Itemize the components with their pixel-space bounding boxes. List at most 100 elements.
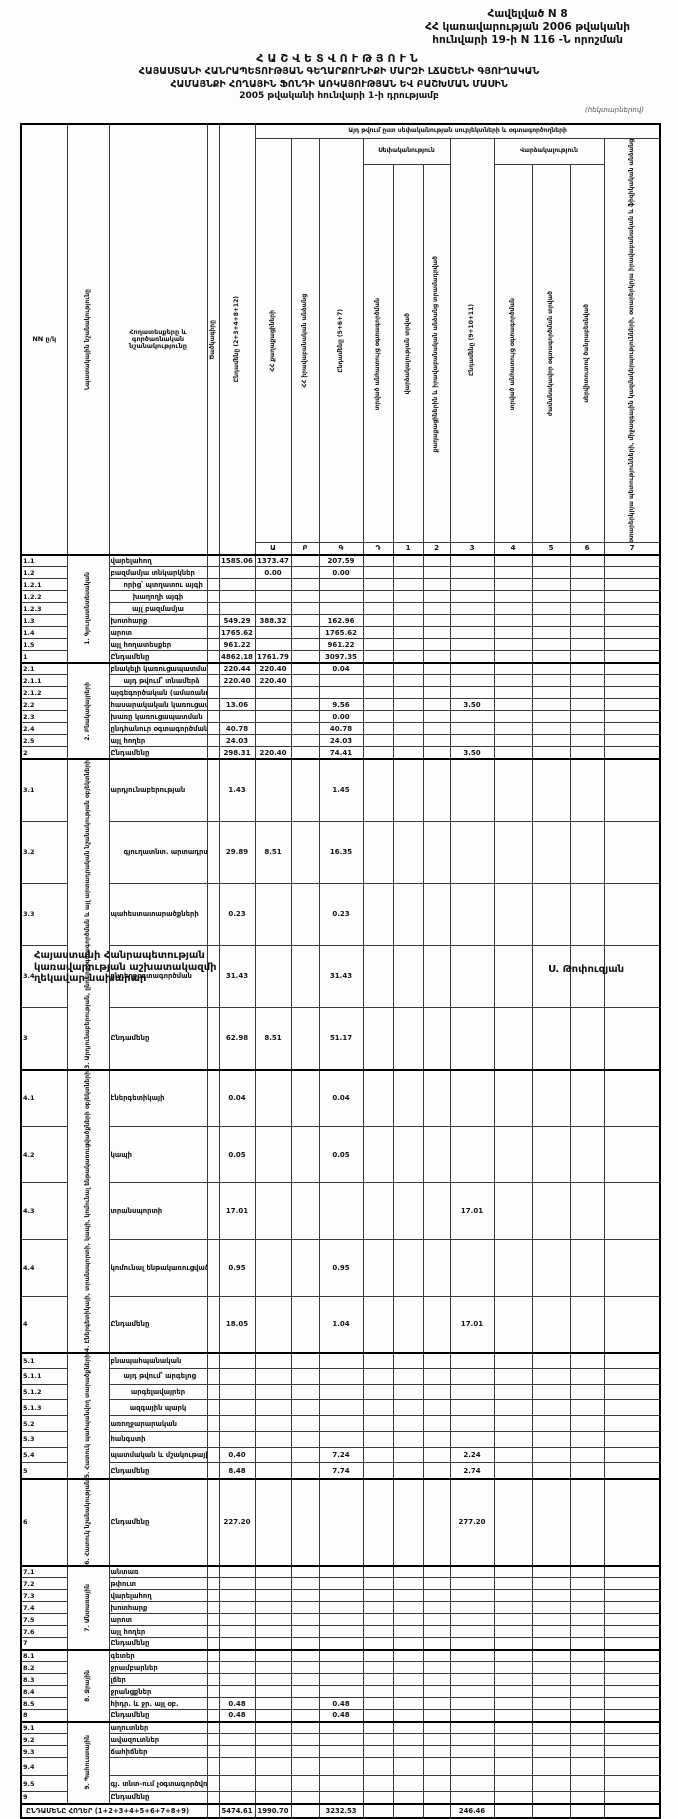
value-cell	[392, 710, 424, 724]
value-cell	[362, 1238, 394, 1297]
value-cell	[603, 1007, 661, 1071]
header-nn: NN ը/կ	[20, 123, 68, 556]
value-cell	[449, 686, 495, 700]
value-cell	[362, 1757, 394, 1777]
value-cell	[392, 1757, 424, 1777]
col-letter: Դ	[362, 542, 394, 556]
value-cell	[493, 1673, 533, 1687]
value-cell	[493, 1238, 533, 1297]
section-total-label: Ընդամենը	[108, 1709, 208, 1723]
value-cell	[362, 1007, 394, 1071]
value-cell	[362, 566, 394, 580]
value-cell	[218, 1415, 256, 1432]
land-type-label: տրանսպորտի	[108, 1182, 208, 1240]
code-cell	[206, 1802, 220, 1819]
land-type-label: խառը կառուցապատման	[108, 710, 208, 724]
grand-total-value	[493, 1802, 533, 1819]
land-type-label: արոտ	[108, 1613, 208, 1627]
value-cell	[569, 614, 605, 628]
section-total-label: Ընդամենը	[108, 1791, 208, 1805]
section-label: 4. Էներգետիկայի, տրանսպորտի, կապի, կոմու…	[66, 1068, 110, 1354]
value-cell: 18.05	[218, 1295, 256, 1354]
value-cell	[569, 1477, 605, 1567]
table-row: 3.2 գյուղատնտ. արտադրական 29.898.51 16.35	[20, 820, 661, 884]
row-number: 2.4	[20, 722, 68, 736]
value-cell	[362, 1589, 394, 1603]
value-cell: 7.24	[318, 1446, 364, 1464]
value-cell	[569, 1775, 605, 1793]
value-cell: 220.40	[254, 746, 292, 760]
value-cell	[569, 686, 605, 700]
value-cell	[603, 614, 661, 628]
value-cell	[318, 1351, 364, 1369]
value-cell	[392, 590, 424, 604]
value-cell	[218, 1601, 256, 1615]
value-cell	[422, 1367, 451, 1385]
value-cell	[603, 1430, 661, 1448]
value-cell	[362, 1709, 394, 1723]
value-cell	[362, 1673, 394, 1687]
value-cell	[531, 1613, 571, 1627]
value-cell	[362, 614, 394, 628]
value-cell	[290, 1745, 320, 1759]
value-cell	[531, 590, 571, 604]
value-cell	[569, 1462, 605, 1480]
value-cell	[603, 1648, 661, 1663]
value-cell	[392, 1462, 424, 1480]
value-cell	[603, 566, 661, 580]
value-cell	[290, 698, 320, 712]
land-type-label: կապի	[108, 1125, 208, 1184]
land-type-label: ջրանցքներ	[108, 1685, 208, 1699]
value-cell	[569, 1733, 605, 1747]
value-cell	[493, 1661, 533, 1675]
value-cell	[493, 698, 533, 712]
value-cell	[290, 734, 320, 748]
value-cell	[290, 1791, 320, 1805]
value-cell	[449, 1564, 495, 1579]
grand-total-value: 246.46	[449, 1802, 495, 1819]
value-cell	[362, 1446, 394, 1464]
land-type-label: բնակելի կառուցապատման	[108, 661, 208, 676]
code-cell	[206, 578, 220, 592]
value-cell	[569, 1430, 605, 1448]
value-cell	[449, 1745, 495, 1759]
table-row: 1.4 արոտ 1765.62 1765.62	[20, 626, 661, 640]
section-label: 1. Գյուղատնտեսական	[66, 553, 110, 664]
code-cell	[206, 734, 220, 748]
land-type-label: բնապահպանական	[108, 1351, 208, 1369]
value-cell	[449, 1673, 495, 1687]
land-type-label: այդ թվում՝ արգելոց	[108, 1367, 208, 1385]
value-cell	[290, 1125, 320, 1184]
row-number: 1.1	[20, 553, 68, 568]
value-cell	[422, 1007, 451, 1071]
row-number: 5.1	[20, 1351, 68, 1369]
value-cell	[290, 590, 320, 604]
value-cell	[392, 1068, 424, 1127]
value-cell	[392, 1589, 424, 1603]
value-cell	[362, 1613, 394, 1627]
value-cell	[392, 1383, 424, 1401]
code-cell	[206, 1564, 220, 1579]
value-cell	[493, 674, 533, 688]
value-cell	[422, 1477, 451, 1567]
value-cell	[218, 1661, 256, 1675]
value-cell	[318, 1564, 364, 1579]
value-cell	[603, 1564, 661, 1579]
table-row: 2.3 խառը կառուցապատման 0.00	[20, 710, 661, 724]
value-cell	[531, 1399, 571, 1417]
value-cell	[218, 1673, 256, 1687]
value-cell	[603, 710, 661, 724]
value-cell	[218, 590, 256, 604]
value-cell	[254, 734, 292, 748]
value-cell: 220.40	[254, 661, 292, 676]
value-cell	[531, 1709, 571, 1723]
value-cell	[362, 1648, 394, 1663]
value-cell	[493, 1399, 533, 1417]
value-cell	[254, 1745, 292, 1759]
title-date: 2005 թվականի հունվարի 1-ի դրությամբ	[239, 90, 439, 101]
value-cell	[493, 1068, 533, 1127]
value-cell	[362, 710, 394, 724]
land-type-label: լճեր	[108, 1673, 208, 1687]
value-cell: 74.41	[318, 746, 364, 760]
value-cell	[569, 1238, 605, 1297]
